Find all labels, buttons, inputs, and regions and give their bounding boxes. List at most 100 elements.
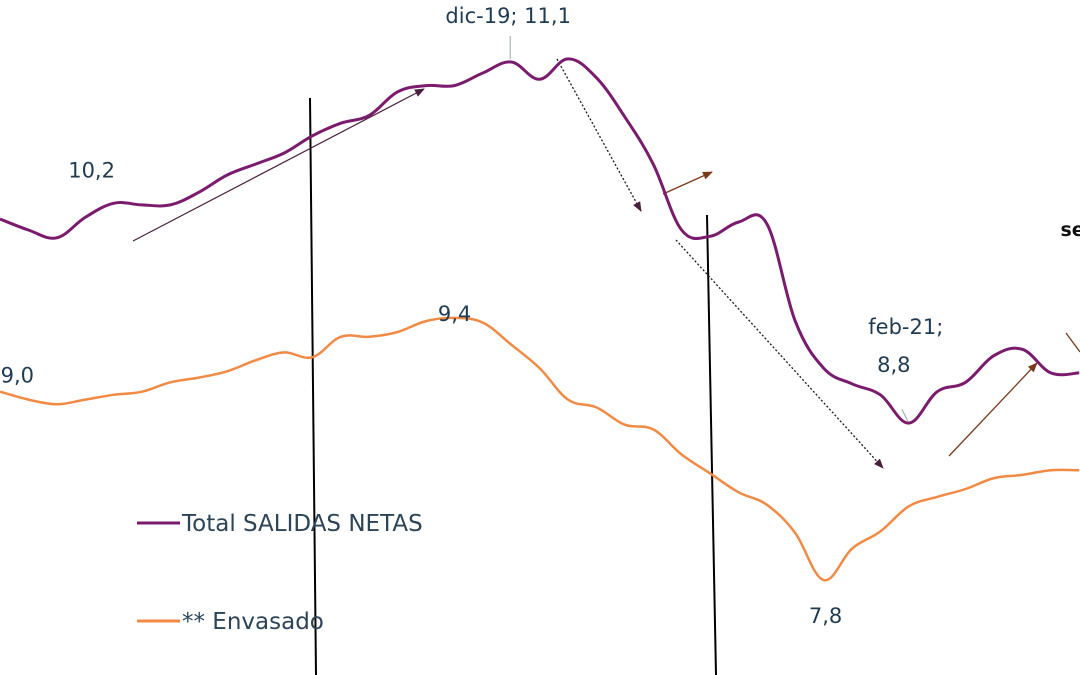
data-point-total-salidas-netas-21 <box>594 76 598 80</box>
data-label-1: dic-19; 11,1 <box>445 4 571 28</box>
data-point-envasado-30 <box>850 547 854 551</box>
data-point-envasado-21 <box>594 405 598 409</box>
data-point-total-salidas-netas-32 <box>907 421 911 425</box>
data-point-envasado-17 <box>481 321 485 325</box>
data-point-total-salidas-netas-8 <box>225 173 229 177</box>
data-point-total-salidas-netas-24 <box>680 228 684 232</box>
data-point-total-salidas-netas-20 <box>566 57 570 61</box>
data-point-total-salidas-netas-27 <box>765 222 769 226</box>
data-point-envasado-12 <box>339 335 343 339</box>
data-point-total-salidas-netas-30 <box>850 382 854 386</box>
data-point-envasado-7 <box>197 376 201 380</box>
data-point-total-salidas-netas-5 <box>140 203 144 207</box>
data-point-envasado-33 <box>935 495 939 499</box>
data-label-2: feb-21; <box>868 315 943 339</box>
data-point-total-salidas-netas-1 <box>26 228 30 232</box>
series-layer <box>0 57 1080 582</box>
data-point-total-salidas-netas-25 <box>708 234 712 238</box>
data-point-envasado-2 <box>55 402 59 406</box>
annotation-layer: 10,2 dic-19; 11,1 feb-21; 8,8 sep- 9,0 9,4 7,8 <box>1 4 1080 628</box>
data-point-envasado-8 <box>225 369 229 373</box>
data-point-envasado-23 <box>651 427 655 431</box>
data-point-total-salidas-netas-15 <box>424 84 428 88</box>
data-point-envasado-5 <box>140 390 144 394</box>
data-point-total-salidas-netas-28 <box>793 319 797 323</box>
trend-arrow-up-3 <box>948 362 1038 457</box>
data-point-total-salidas-netas-36 <box>1020 347 1024 351</box>
data-point-envasado-4 <box>112 393 116 397</box>
data-point-envasado-18 <box>509 343 513 347</box>
data-point-total-salidas-netas-26 <box>736 220 740 224</box>
series-line-envasado <box>0 316 1080 582</box>
data-point-total-salidas-netas-18 <box>509 60 513 64</box>
series-line-total-salidas-netas <box>0 57 1080 425</box>
data-point-envasado-28 <box>793 531 797 535</box>
data-point-total-salidas-netas-19 <box>538 77 542 81</box>
data-point-envasado-6 <box>168 380 172 384</box>
data-point-total-salidas-netas-11 <box>310 134 314 138</box>
data-point-envasado-26 <box>736 490 740 494</box>
data-point-total-salidas-netas-12 <box>339 121 343 125</box>
data-point-envasado-22 <box>623 423 627 427</box>
data-point-envasado-9 <box>254 358 258 362</box>
data-point-total-salidas-netas-29 <box>822 366 826 370</box>
data-point-envasado-36 <box>1020 473 1024 477</box>
data-point-envasado-32 <box>907 504 911 508</box>
data-point-envasado-35 <box>992 476 996 480</box>
data-point-total-salidas-netas-35 <box>992 354 996 358</box>
data-point-envasado-24 <box>680 453 684 457</box>
trend-arrow-up-2 <box>662 171 713 195</box>
data-point-total-salidas-netas-14 <box>396 90 400 94</box>
data-point-envasado-15 <box>424 319 428 323</box>
data-point-total-salidas-netas-16 <box>452 84 456 88</box>
data-point-envasado-29 <box>822 578 826 582</box>
trend-arrow-up-1 <box>132 88 425 242</box>
data-point-total-salidas-netas-31 <box>878 393 882 397</box>
data-point-envasado-1 <box>26 398 30 402</box>
data-point-total-salidas-netas-3 <box>83 215 87 219</box>
data-point-envasado-20 <box>566 398 570 402</box>
data-point-total-salidas-netas-4 <box>112 201 116 205</box>
data-point-total-salidas-netas-2 <box>55 236 59 240</box>
data-label-5: 9,0 <box>1 364 34 388</box>
data-point-envasado-27 <box>765 503 769 507</box>
data-label-4: sep- <box>1061 219 1080 241</box>
data-point-total-salidas-netas-13 <box>367 113 371 117</box>
data-point-total-salidas-netas-34 <box>964 380 968 384</box>
legend: Total SALIDAS NETAS ** Envasado <box>137 511 423 635</box>
legend-label-envasado: ** Envasado <box>182 609 324 635</box>
data-point-total-salidas-netas-22 <box>623 115 627 119</box>
data-point-envasado-34 <box>964 487 968 491</box>
data-point-envasado-11 <box>310 355 314 359</box>
data-point-total-salidas-netas-10 <box>282 151 286 155</box>
data-label-6: 9,4 <box>438 302 471 326</box>
data-label-3: 8,8 <box>877 353 910 377</box>
data-point-envasado-13 <box>367 335 371 339</box>
data-point-total-salidas-netas-37 <box>1049 371 1053 375</box>
vertical-markers <box>309 97 717 675</box>
data-point-total-salidas-netas-6 <box>168 203 172 207</box>
trend-arrow-up-4 <box>1065 332 1080 353</box>
data-point-total-salidas-netas-7 <box>197 190 201 194</box>
data-point-total-salidas-netas-23 <box>651 162 655 166</box>
annotation-leader-3 <box>901 408 909 422</box>
data-point-total-salidas-netas-33 <box>935 390 939 394</box>
vertical-line-2 <box>706 214 717 675</box>
data-point-envasado-25 <box>708 471 712 475</box>
vertical-line-1 <box>309 97 317 675</box>
data-point-envasado-14 <box>396 330 400 334</box>
trend-arrow-down-1 <box>556 58 642 212</box>
data-point-total-salidas-netas-9 <box>254 162 258 166</box>
data-point-envasado-10 <box>282 350 286 354</box>
data-point-envasado-31 <box>878 529 882 533</box>
data-point-total-salidas-netas-17 <box>481 71 485 75</box>
trend-arrows <box>132 58 1080 469</box>
legend-label-total: Total SALIDAS NETAS <box>181 511 423 537</box>
data-point-envasado-37 <box>1049 468 1053 472</box>
trend-arrow-down-2 <box>675 239 884 469</box>
data-label-7: 7,8 <box>809 604 842 628</box>
data-label-0: 10,2 <box>68 158 115 182</box>
data-point-envasado-3 <box>83 398 87 402</box>
data-point-envasado-19 <box>538 366 542 370</box>
